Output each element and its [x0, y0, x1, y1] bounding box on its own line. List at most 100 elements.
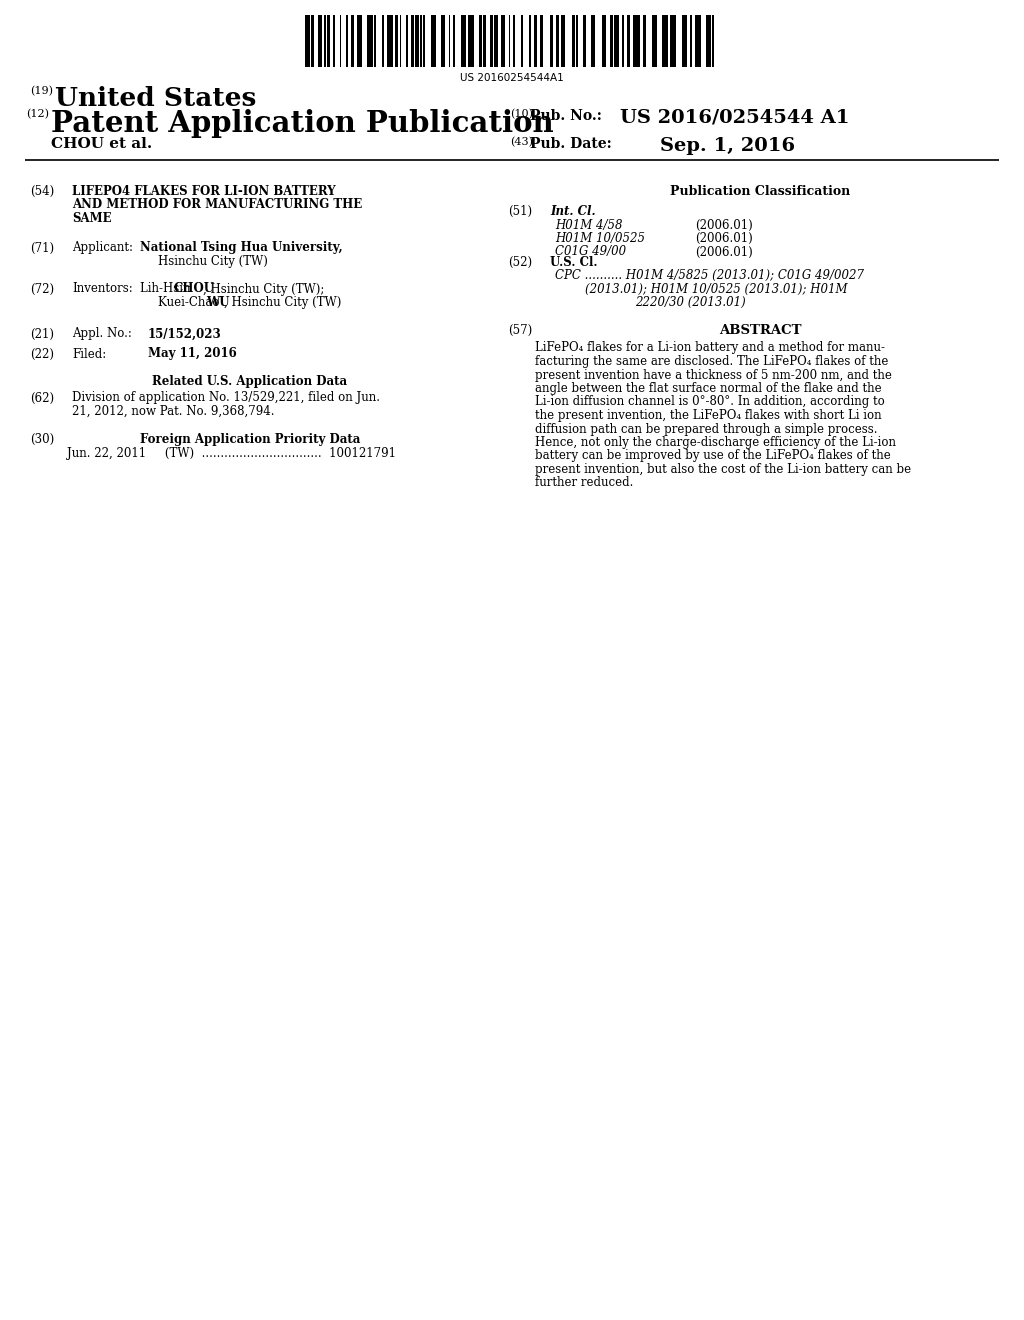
Text: Division of application No. 13/529,221, filed on Jun.: Division of application No. 13/529,221, …	[72, 392, 380, 404]
Text: (30): (30)	[30, 433, 54, 446]
Text: present invention have a thickness of 5 nm-200 nm, and the: present invention have a thickness of 5 …	[535, 368, 892, 381]
Bar	[694, 15, 701, 67]
Text: (2006.01): (2006.01)	[695, 246, 753, 259]
Text: (21): (21)	[30, 327, 54, 341]
Text: May 11, 2016: May 11, 2016	[148, 347, 237, 360]
Bar	[324, 15, 326, 67]
Bar	[311, 15, 314, 67]
Text: CPC .......... H01M 4/5825 (2013.01); C01G 49/0027: CPC .......... H01M 4/5825 (2013.01); C0…	[555, 269, 864, 282]
Text: US 2016/0254544 A1: US 2016/0254544 A1	[620, 110, 850, 127]
Text: United States: United States	[55, 86, 256, 111]
Bar	[591, 15, 595, 67]
Bar	[440, 15, 445, 67]
Bar	[509, 15, 510, 67]
Bar	[682, 15, 687, 67]
Text: CHOU: CHOU	[173, 282, 214, 296]
Text: the present invention, the LiFePO₄ flakes with short Li ion: the present invention, the LiFePO₄ flake…	[535, 409, 882, 422]
Bar	[420, 15, 422, 67]
Bar	[334, 15, 335, 67]
Bar	[461, 15, 466, 67]
Text: angle between the flat surface normal of the flake and the: angle between the flat surface normal of…	[535, 381, 882, 395]
Bar	[652, 15, 656, 67]
Bar	[662, 15, 668, 67]
Bar	[690, 15, 691, 67]
Text: (51): (51)	[508, 205, 532, 218]
Text: Hsinchu City (TW): Hsinchu City (TW)	[158, 255, 268, 268]
Text: Int. Cl.: Int. Cl.	[550, 205, 596, 218]
Text: (2006.01): (2006.01)	[695, 232, 753, 246]
Bar	[305, 15, 309, 67]
Text: Hence, not only the charge-discharge efficiency of the Li-ion: Hence, not only the charge-discharge eff…	[535, 436, 896, 449]
Text: Foreign Application Priority Data: Foreign Application Priority Data	[140, 433, 360, 446]
Text: diffusion path can be prepared through a simple process.: diffusion path can be prepared through a…	[535, 422, 878, 436]
Text: SAME: SAME	[72, 213, 112, 224]
Text: (12): (12)	[26, 110, 49, 119]
Bar	[367, 15, 373, 67]
Bar	[468, 15, 474, 67]
Text: (72): (72)	[30, 282, 54, 296]
Text: Kuei-Chao: Kuei-Chao	[158, 296, 223, 309]
Bar	[382, 15, 384, 67]
Bar	[411, 15, 414, 67]
Bar	[670, 15, 676, 67]
Bar	[706, 15, 711, 67]
Bar	[478, 15, 481, 67]
Bar	[623, 15, 624, 67]
Text: , Hsinchu City (TW);: , Hsinchu City (TW);	[203, 282, 325, 296]
Text: Lih-Hsin: Lih-Hsin	[140, 282, 195, 296]
Bar	[340, 15, 341, 67]
Text: Applicant:: Applicant:	[72, 242, 133, 255]
Bar	[317, 15, 323, 67]
Text: ABSTRACT: ABSTRACT	[719, 323, 801, 337]
Text: (71): (71)	[30, 242, 54, 255]
Bar	[495, 15, 498, 67]
Bar	[431, 15, 436, 67]
Bar	[602, 15, 606, 67]
Bar	[583, 15, 586, 67]
Bar	[540, 15, 544, 67]
Text: Inventors:: Inventors:	[72, 282, 133, 296]
Bar	[357, 15, 361, 67]
Text: (22): (22)	[30, 347, 54, 360]
Text: Pub. No.:: Pub. No.:	[530, 110, 602, 123]
Text: Sep. 1, 2016: Sep. 1, 2016	[660, 137, 795, 154]
Text: Appl. No.:: Appl. No.:	[72, 327, 132, 341]
Bar	[501, 15, 506, 67]
Text: battery can be improved by use of the LiFePO₄ flakes of the: battery can be improved by use of the Li…	[535, 450, 891, 462]
Text: H01M 10/0525: H01M 10/0525	[555, 232, 645, 246]
Text: 21, 2012, now Pat. No. 9,368,794.: 21, 2012, now Pat. No. 9,368,794.	[72, 405, 274, 418]
Text: present invention, but also the cost of the Li-ion battery can be: present invention, but also the cost of …	[535, 463, 911, 477]
Text: AND METHOD FOR MANUFACTURING THE: AND METHOD FOR MANUFACTURING THE	[72, 198, 362, 211]
Bar	[712, 15, 714, 67]
Bar	[633, 15, 640, 67]
Text: further reduced.: further reduced.	[535, 477, 634, 490]
Text: (43): (43)	[510, 137, 534, 148]
Text: LiFePO₄ flakes for a Li-ion battery and a method for manu-: LiFePO₄ flakes for a Li-ion battery and …	[535, 342, 885, 355]
Text: (54): (54)	[30, 185, 54, 198]
Text: (62): (62)	[30, 392, 54, 404]
Text: (52): (52)	[508, 256, 532, 268]
Bar	[406, 15, 408, 67]
Bar	[346, 15, 347, 67]
Bar	[643, 15, 646, 67]
Text: Related U.S. Application Data: Related U.S. Application Data	[153, 375, 347, 388]
Text: Filed:: Filed:	[72, 347, 106, 360]
Text: Li-ion diffusion channel is 0°-80°. In addition, according to: Li-ion diffusion channel is 0°-80°. In a…	[535, 396, 885, 408]
Bar	[521, 15, 523, 67]
Bar	[327, 15, 331, 67]
Bar	[399, 15, 401, 67]
Bar	[387, 15, 393, 67]
Text: WU: WU	[206, 296, 229, 309]
Text: CHOU et al.: CHOU et al.	[51, 137, 153, 150]
Text: 15/152,023: 15/152,023	[148, 327, 222, 341]
Bar	[375, 15, 376, 67]
Text: US 20160254544A1: US 20160254544A1	[460, 73, 564, 83]
Text: Patent Application Publication: Patent Application Publication	[51, 110, 554, 139]
Bar	[351, 15, 354, 67]
Text: 2220/30 (2013.01): 2220/30 (2013.01)	[635, 296, 745, 309]
Bar	[529, 15, 530, 67]
Bar	[395, 15, 398, 67]
Bar	[416, 15, 419, 67]
Bar	[454, 15, 455, 67]
Text: Pub. Date:: Pub. Date:	[530, 137, 611, 150]
